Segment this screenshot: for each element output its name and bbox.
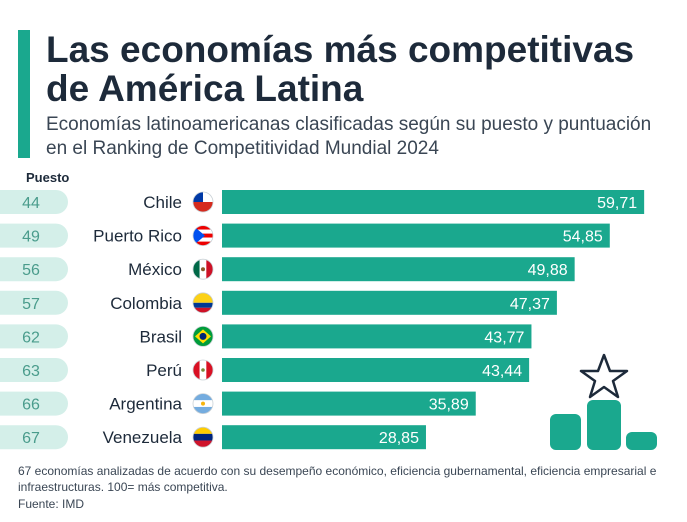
rank-label: 63 (22, 363, 40, 380)
value-label: 49,88 (528, 262, 568, 279)
value-label: 43,77 (484, 329, 524, 346)
rank-label: 66 (22, 397, 40, 414)
country-label: Argentina (109, 395, 182, 414)
value-label: 54,85 (563, 229, 603, 246)
rank-label: 62 (22, 329, 40, 346)
rank-column-header: Puesto (26, 170, 70, 185)
rank-label: 67 (22, 430, 40, 447)
rank-pill (0, 425, 68, 450)
value-label: 35,89 (429, 397, 469, 414)
chile-flag-icon (192, 191, 214, 213)
page-subtitle: Economías latinoamericanas clasificadas … (46, 114, 652, 159)
value-label: 59,71 (597, 195, 637, 212)
value-label: 43,44 (482, 363, 522, 380)
venezuela-flag-icon (192, 426, 214, 448)
peru-flag-icon (192, 359, 214, 381)
bar (222, 290, 557, 315)
bar-chart: 44 Chile 59,71 49 Puerto Rico 54,85 56 México 49… (0, 190, 645, 450)
rank-pill (0, 257, 68, 282)
country-label: Perú (146, 361, 182, 380)
country-label: México (128, 260, 182, 279)
rank-pill (0, 223, 68, 248)
argentina-flag-icon (192, 393, 214, 415)
rank-label: 49 (22, 229, 40, 246)
bar (222, 425, 426, 450)
page-title: Las economías más competitivas de Améric… (46, 29, 635, 109)
rank-pill (0, 358, 68, 382)
bar (222, 391, 476, 416)
star-icon (579, 353, 629, 399)
rank-pill (0, 324, 68, 349)
rank-pill (0, 391, 68, 416)
country-label: Venezuela (103, 428, 183, 447)
country-label: Colombia (110, 294, 182, 313)
rank-label: 56 (22, 262, 40, 279)
footnote: 67 economías analizadas de acuerdo con s… (18, 464, 657, 494)
country-label: Chile (143, 193, 182, 212)
mexico-flag-icon (192, 258, 214, 280)
puerto-rico-flag-icon (192, 225, 214, 247)
value-label: 28,85 (379, 430, 419, 447)
bar (222, 223, 610, 248)
brazil-flag-icon (192, 325, 214, 347)
source-note: Fuente: IMD (18, 497, 85, 511)
rank-pill (0, 290, 68, 315)
colombia-flag-icon (192, 292, 214, 314)
country-label: Puerto Rico (93, 227, 182, 246)
podium-icon (550, 353, 657, 450)
rank-label: 57 (22, 296, 40, 313)
title-accent-bar (18, 30, 30, 158)
bar (222, 257, 575, 282)
value-label: 47,37 (510, 296, 550, 313)
rank-pill (0, 190, 68, 214)
country-label: Brasil (139, 327, 182, 346)
bar (222, 358, 530, 382)
bar (222, 190, 645, 214)
bar (222, 324, 532, 349)
rank-label: 44 (22, 195, 40, 212)
